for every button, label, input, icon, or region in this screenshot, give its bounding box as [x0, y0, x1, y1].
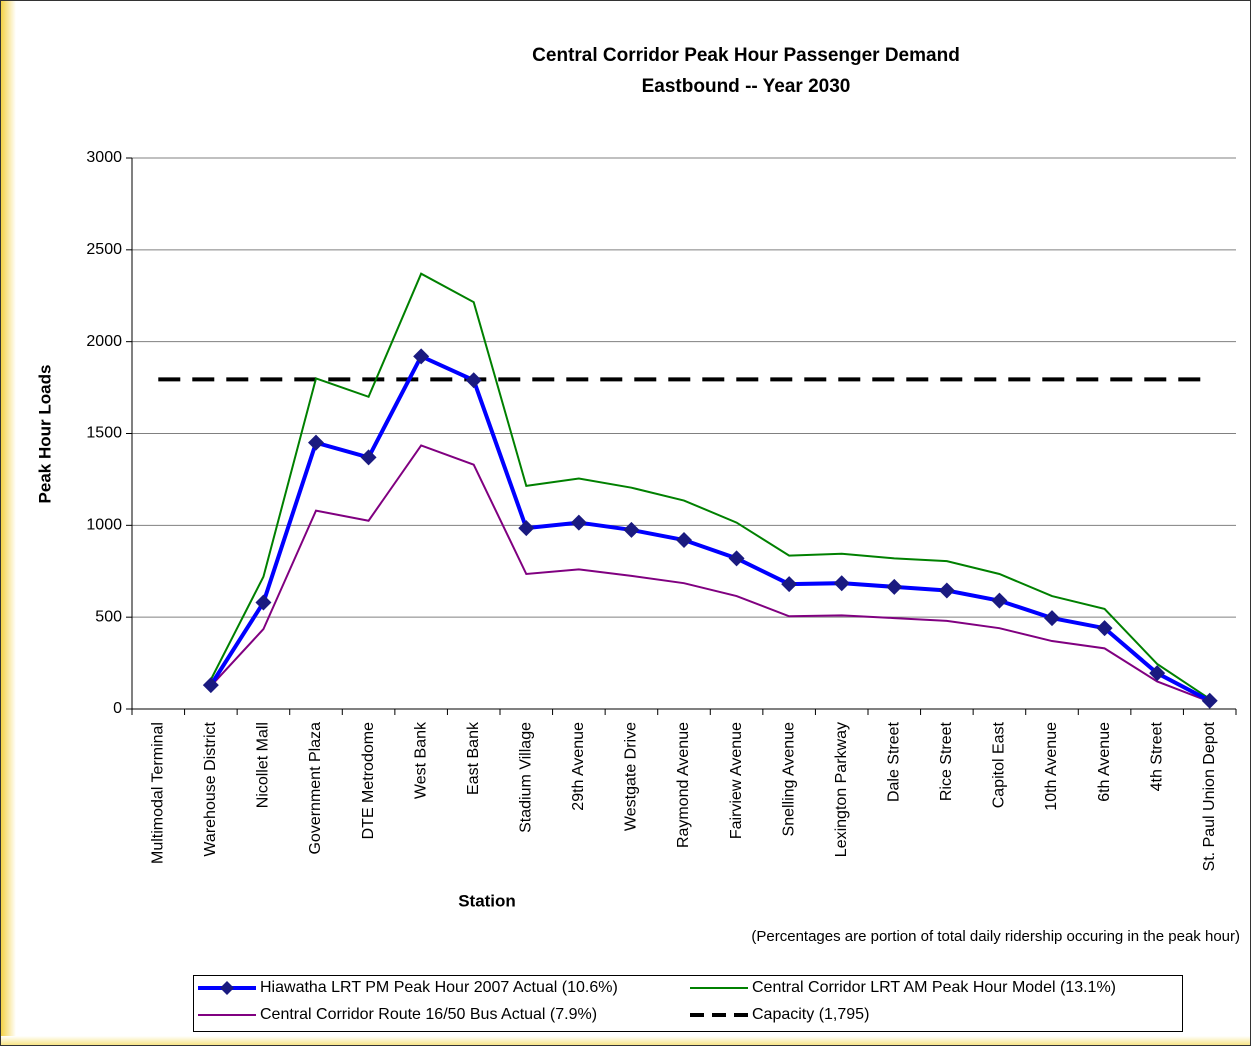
data-point	[938, 582, 955, 599]
x-tick-label: Fairview Avenue	[728, 722, 745, 839]
legend-label: Central Corridor Route 16/50 Bus Actual …	[260, 1006, 597, 1023]
data-point	[623, 521, 640, 538]
data-point	[413, 348, 430, 365]
x-tick-label: Capitol East	[991, 721, 1008, 808]
x-tick-label: Westgate Drive	[623, 722, 640, 831]
y-tick-label: 1000	[86, 517, 122, 534]
y-axis-label: Peak Hour Loads	[35, 365, 54, 504]
x-tick-label: Nicollet Mall	[255, 722, 272, 808]
x-tick-label: Dale Street	[886, 721, 903, 802]
x-tick-label: 4th Street	[1148, 721, 1165, 791]
data-point	[308, 434, 324, 451]
data-point	[1201, 692, 1218, 709]
data-point	[676, 532, 692, 549]
data-point	[465, 372, 482, 389]
x-tick-label: St. Paul Union Depot	[1201, 721, 1218, 871]
x-tick-label: Multimodal Terminal	[150, 722, 167, 864]
data-point	[781, 576, 798, 593]
data-point	[1149, 665, 1166, 682]
chart-title: Central Corridor Peak Hour Passenger Dem…	[532, 45, 960, 66]
data-point	[833, 575, 850, 592]
y-tick-label: 2000	[86, 333, 122, 350]
data-point	[255, 594, 272, 611]
y-tick-label: 3000	[86, 149, 122, 166]
y-tick-label: 0	[113, 700, 122, 717]
data-point	[1096, 620, 1113, 637]
y-tick-label: 1500	[86, 425, 122, 442]
y-tick-label: 2500	[86, 241, 122, 258]
data-point	[886, 578, 903, 595]
x-tick-label: Raymond Avenue	[675, 722, 692, 848]
y-tick-label: 500	[95, 608, 122, 625]
legend-label: Hiawatha LRT PM Peak Hour 2007 Actual (1…	[260, 979, 618, 996]
data-point	[518, 520, 535, 537]
x-tick-label: Snelling Avenue	[780, 722, 797, 837]
x-tick-label: 29th Avenue	[570, 722, 587, 811]
data-point	[202, 677, 219, 694]
x-tick-label: 6th Avenue	[1096, 722, 1113, 802]
series-line	[210, 444, 1211, 703]
data-point	[991, 592, 1008, 609]
x-tick-label: Warehouse District	[202, 721, 219, 856]
edge-shade	[0, 1036, 1251, 1046]
x-axis-label: Station	[458, 891, 516, 910]
x-tick-label: Rice Street	[938, 721, 955, 801]
data-point	[360, 449, 377, 466]
data-point	[570, 514, 587, 531]
x-tick-label: 10th Avenue	[1043, 722, 1060, 811]
x-tick-label: DTE Metrodome	[360, 722, 377, 839]
data-point	[1044, 610, 1060, 627]
x-tick-label: Government Plaza	[307, 722, 324, 855]
legend-label: Central Corridor LRT AM Peak Hour Model …	[752, 979, 1116, 996]
data-point	[728, 550, 745, 567]
series-line	[209, 353, 1211, 703]
x-tick-label: East Bank	[465, 721, 482, 795]
x-tick-label: Stadium Village	[518, 722, 535, 833]
chart-subtitle: Eastbound -- Year 2030	[642, 76, 851, 97]
x-tick-label: Lexington Parkway	[833, 722, 850, 857]
note: (Percentages are portion of total daily …	[751, 928, 1240, 945]
edge-shade	[0, 0, 16, 1046]
legend-label: Capacity (1,795)	[752, 1006, 869, 1023]
legend	[193, 975, 1183, 1032]
legend-marker	[220, 981, 234, 995]
series-line	[209, 272, 1211, 700]
x-tick-label: West Bank	[412, 721, 429, 799]
